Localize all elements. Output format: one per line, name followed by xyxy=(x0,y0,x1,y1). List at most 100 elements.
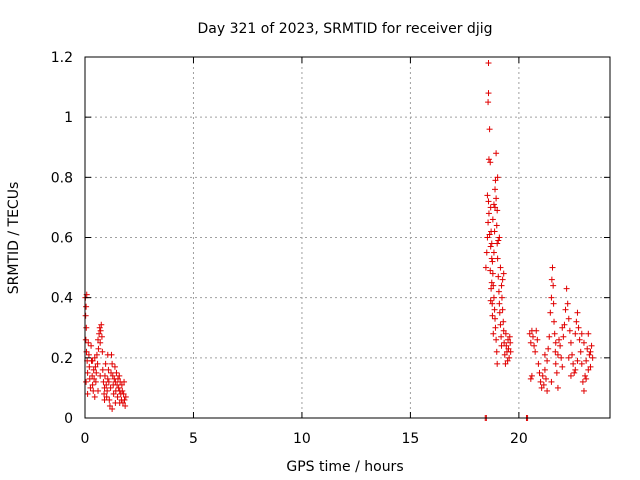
data-point xyxy=(586,351,593,358)
data-point xyxy=(503,342,510,349)
data-point xyxy=(496,300,503,307)
data-point xyxy=(546,333,553,340)
data-point xyxy=(485,90,492,97)
data-point xyxy=(493,222,500,229)
data-point xyxy=(109,405,116,412)
data-point xyxy=(493,150,500,157)
data-point xyxy=(91,375,98,382)
data-point xyxy=(574,357,581,364)
data-point xyxy=(91,393,98,400)
data-point xyxy=(579,378,586,385)
data-point xyxy=(536,369,543,376)
x-tick-label: 15 xyxy=(401,431,419,447)
data-point xyxy=(114,375,121,382)
data-point xyxy=(106,402,113,409)
data-point xyxy=(547,309,554,316)
data-point xyxy=(539,372,546,379)
axis-ticks xyxy=(84,56,610,419)
data-point xyxy=(104,351,111,358)
data-point xyxy=(498,294,505,301)
data-point xyxy=(111,363,118,370)
data-point xyxy=(505,336,512,343)
data-point xyxy=(93,351,100,358)
data-point xyxy=(83,303,90,310)
data-point xyxy=(575,324,582,331)
data-point xyxy=(82,312,89,319)
data-point xyxy=(113,369,120,376)
data-point xyxy=(496,234,503,241)
data-point xyxy=(101,396,108,403)
data-point xyxy=(528,372,535,379)
data-point xyxy=(491,228,498,235)
data-point xyxy=(498,333,505,340)
chart-title: Day 321 of 2023, SRMTID for receiver dji… xyxy=(198,21,493,37)
data-point xyxy=(83,324,90,331)
data-point xyxy=(567,339,574,346)
data-point xyxy=(493,336,500,343)
data-point xyxy=(548,276,555,283)
data-point xyxy=(485,156,492,163)
data-point xyxy=(491,306,498,313)
data-point xyxy=(587,348,594,355)
data-point xyxy=(543,375,550,382)
data-point xyxy=(584,345,591,352)
data-point xyxy=(502,330,509,337)
data-point xyxy=(493,348,500,355)
data-point xyxy=(506,333,513,340)
data-point xyxy=(535,360,542,367)
data-point xyxy=(95,387,102,394)
data-point xyxy=(87,384,94,391)
data-point xyxy=(96,324,103,331)
data-point xyxy=(488,255,495,262)
y-tick-labels: 0 0.2 0.4 0.6 0.8 1 1.2 xyxy=(51,50,73,427)
grid-lines xyxy=(85,57,610,418)
data-point xyxy=(119,387,126,394)
data-point xyxy=(544,387,551,394)
data-point xyxy=(487,297,494,304)
data-point xyxy=(563,285,570,292)
data-point xyxy=(550,300,557,307)
data-point xyxy=(485,60,492,67)
data-point xyxy=(115,384,122,391)
data-point xyxy=(495,273,502,280)
y-tick-label: 0.6 xyxy=(51,231,73,247)
data-point xyxy=(489,300,496,307)
data-point xyxy=(121,396,128,403)
data-point xyxy=(485,210,492,217)
data-point xyxy=(540,381,547,388)
data-point xyxy=(580,387,587,394)
data-point xyxy=(114,393,121,400)
x-tick-labels: 0 5 10 15 20 xyxy=(81,431,528,447)
data-point xyxy=(488,240,495,247)
data-point xyxy=(587,363,594,370)
data-point xyxy=(548,294,555,301)
data-point xyxy=(103,381,110,388)
data-point xyxy=(105,366,112,373)
data-point xyxy=(483,249,490,256)
data-point xyxy=(548,378,555,385)
data-point xyxy=(92,378,99,385)
data-point xyxy=(108,369,115,376)
data-point xyxy=(84,390,91,397)
data-point xyxy=(116,372,123,379)
data-point xyxy=(488,285,495,292)
data-point xyxy=(500,270,507,277)
data-point xyxy=(98,333,105,340)
data-point xyxy=(104,375,111,382)
data-point xyxy=(104,387,111,394)
data-point xyxy=(99,366,106,373)
data-point xyxy=(89,357,96,364)
data-point xyxy=(569,351,576,358)
data-point xyxy=(578,330,585,337)
data-point xyxy=(566,327,573,334)
data-point xyxy=(83,378,90,385)
data-point xyxy=(490,249,497,256)
data-point xyxy=(500,327,507,334)
data-point xyxy=(492,186,499,193)
data-point xyxy=(500,318,507,325)
data-point xyxy=(85,351,92,358)
data-point xyxy=(89,372,96,379)
data-point xyxy=(95,336,102,343)
data-point xyxy=(538,384,545,391)
